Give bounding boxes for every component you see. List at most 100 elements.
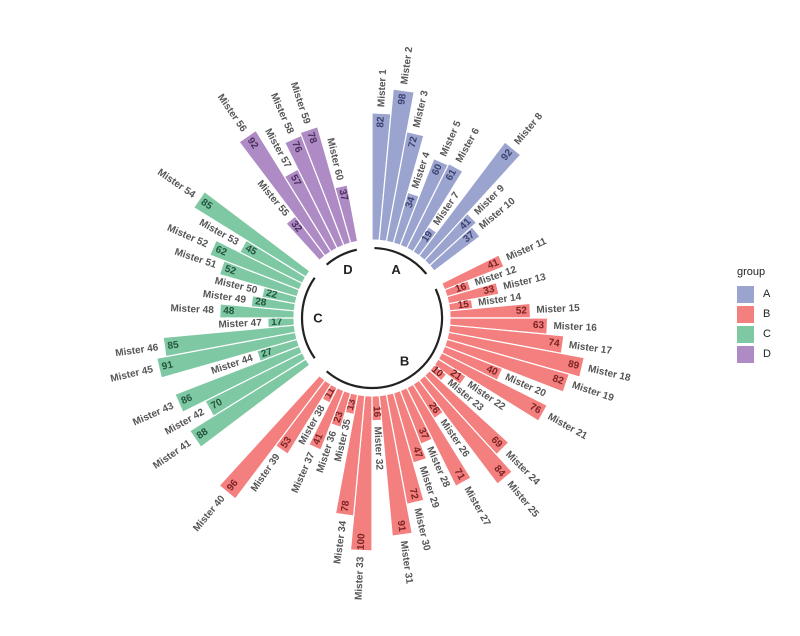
bar-mister-18: [446, 331, 586, 378]
bar-value-label: 72: [407, 135, 420, 149]
bar-mister-52: [208, 239, 303, 291]
legend-item-a: A: [737, 284, 771, 304]
bar-value-label: 41: [486, 257, 501, 272]
bar-value-label: 15: [457, 299, 470, 311]
bar-value-label: 41: [311, 432, 326, 447]
bar-category-label: Mister 19: [570, 380, 615, 404]
bar-mister-13: [446, 281, 500, 305]
bar-mister-2: [378, 88, 415, 243]
bar-category-label: Mister 54: [155, 167, 197, 201]
bar-value-label: 57: [288, 173, 303, 188]
bar-value-label: 76: [289, 140, 304, 155]
legend-swatch-a: [737, 285, 754, 303]
bar-value-label: 34: [404, 195, 418, 209]
bar-mister-8: [418, 141, 522, 262]
bar-category-label: Mister 21: [546, 411, 590, 442]
bar-mister-33: [349, 395, 373, 552]
bar-category-label: Mister 48: [170, 303, 214, 316]
bar-value-label: 52: [516, 305, 528, 317]
bar-mister-9: [423, 212, 478, 267]
bar-value-label: 37: [336, 188, 349, 202]
bar-mister-37: [308, 387, 345, 451]
bar-value-label: 76: [528, 401, 543, 416]
bar-mister-11: [441, 254, 505, 291]
bar-value-label: 27: [260, 346, 274, 360]
bar-category-label: Mister 59: [288, 81, 312, 126]
bar-value-label: 85: [167, 339, 180, 351]
bar-category-label: Mister 1: [376, 69, 389, 108]
bar-value-label: 62: [214, 244, 229, 259]
bar-value-label: 82: [551, 373, 565, 387]
bar-mister-49: [250, 294, 297, 312]
bar-category-label: Mister 17: [568, 340, 613, 357]
bar-value-label: 45: [243, 243, 258, 258]
bar-category-label: Mister 27: [462, 485, 493, 529]
legend-item-d: D: [737, 344, 771, 364]
bar-category-label: Mister 40: [191, 493, 227, 534]
legend-label-d: D: [763, 348, 771, 360]
bar-value-label: 63: [533, 320, 545, 332]
bar-mister-6: [405, 162, 464, 253]
bar-value-label: 78: [305, 131, 319, 145]
bar-category-label: Mister 46: [115, 342, 160, 359]
bar-category-label: Mister 41: [151, 438, 193, 472]
legend-item-b: B: [737, 304, 771, 324]
bar-category-label: Mister 15: [536, 303, 580, 316]
bar-category-label: Mister 2: [399, 46, 415, 85]
bar-value-label: 89: [567, 359, 581, 372]
bar-mister-19: [443, 338, 571, 393]
bar-category-label: Mister 11: [505, 236, 549, 264]
bar-value-label: 16: [371, 406, 383, 418]
group-arc-d: [325, 248, 358, 266]
bar-category-label: Mister 56: [215, 92, 249, 134]
bar-category-label: Mister 37: [290, 450, 318, 495]
bar-mister-60: [334, 184, 359, 244]
bar-value-label: 28: [254, 296, 267, 308]
bar-value-label: 86: [180, 392, 195, 407]
bar-value-label: 61: [444, 167, 459, 182]
bar-mister-21: [437, 351, 549, 422]
bar-mister-27: [405, 383, 472, 488]
bar-mister-22: [433, 358, 467, 386]
bar-mister-56: [238, 129, 332, 257]
chart-legend: group A B C D: [737, 266, 771, 364]
bar-value-label: 52: [223, 263, 237, 277]
legend-label-b: B: [763, 308, 771, 320]
bar-value-label: 72: [407, 487, 420, 501]
bar-value-label: 37: [416, 426, 431, 441]
bar-mister-54: [192, 190, 311, 278]
bar-value-label: 70: [209, 397, 224, 412]
group-arc-c: [300, 277, 316, 359]
bar-category-label: Mister 47: [218, 318, 262, 331]
legend-swatch-d: [737, 345, 754, 363]
bar-category-label: Mister 31: [398, 540, 415, 585]
group-label-a: A: [391, 262, 401, 277]
bar-category-label: Mister 16: [553, 321, 597, 334]
legend-label-a: A: [763, 288, 771, 300]
group-label-d: D: [343, 262, 352, 277]
bar-mister-45: [155, 331, 298, 379]
bar-category-label: Mister 34: [332, 520, 349, 565]
bar-value-label: 78: [340, 499, 352, 512]
legend-swatch-c: [737, 325, 754, 343]
group-label-c: C: [313, 311, 323, 326]
bar-mister-25: [418, 374, 514, 486]
bar-mister-48: [218, 303, 295, 319]
legend-title: group: [737, 266, 766, 278]
bar-category-label: Mister 18: [587, 363, 632, 384]
group-arc-a: [374, 246, 428, 275]
bar-category-label: Mister 33: [353, 556, 366, 600]
bar-value-label: 100: [356, 533, 368, 551]
bar-mister-40: [218, 374, 326, 500]
bar-mister-10: [428, 225, 481, 272]
bar-category-label: Mister 3: [411, 89, 430, 129]
bar-value-label: 91: [395, 520, 407, 533]
bar-value-label: 91: [161, 359, 175, 372]
bar-category-label: Mister 30: [411, 507, 432, 552]
bar-value-label: 74: [548, 337, 561, 349]
bar-mister-59: [299, 125, 352, 247]
bar-mister-46: [162, 324, 297, 358]
bar-value-label: 48: [223, 306, 235, 318]
